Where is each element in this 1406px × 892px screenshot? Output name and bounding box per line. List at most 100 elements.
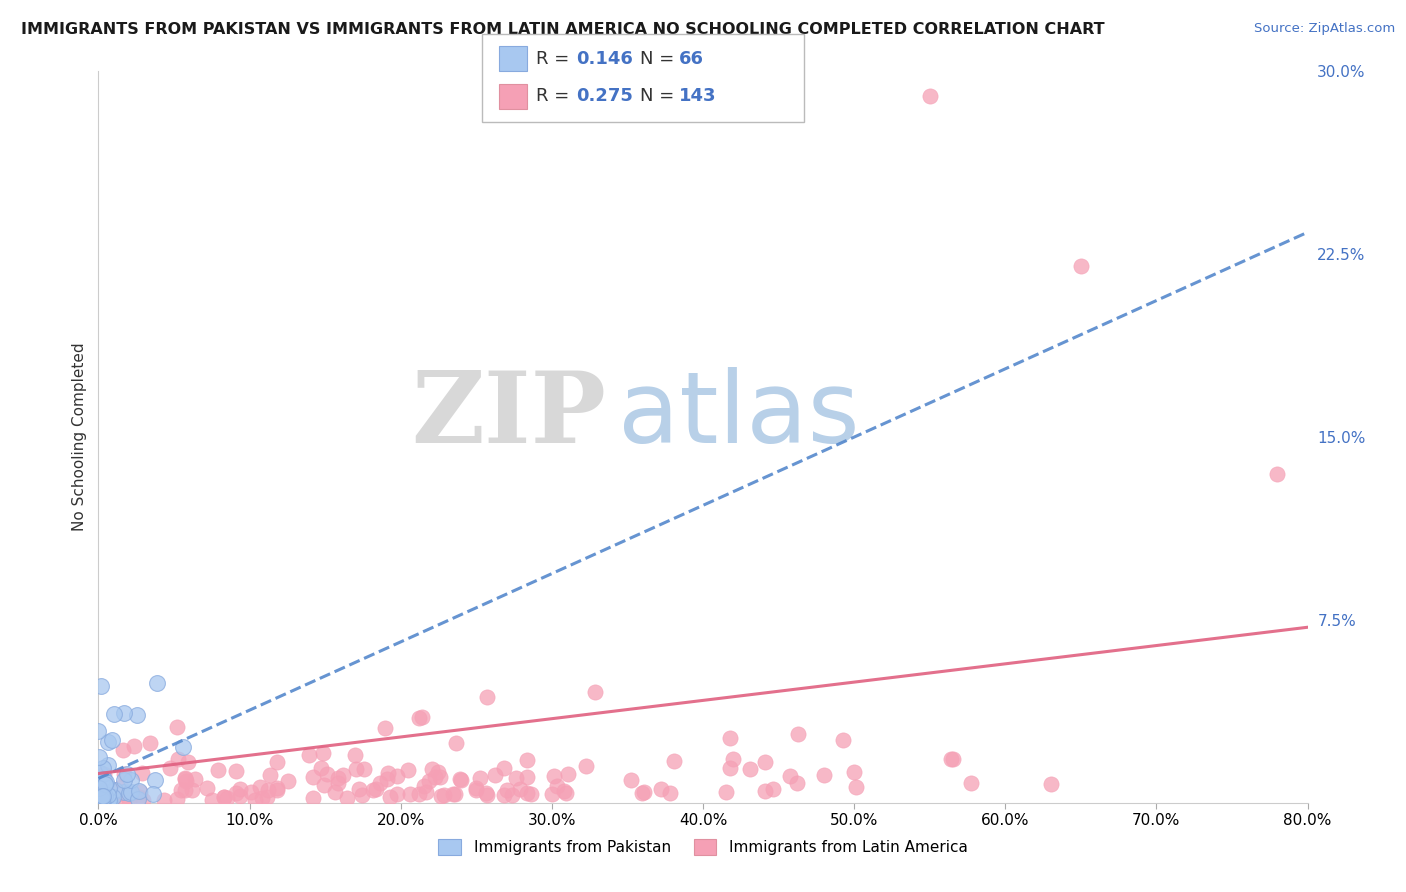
Text: Source: ZipAtlas.com: Source: ZipAtlas.com: [1254, 22, 1395, 36]
Point: [173, 783, 195, 797]
Point: [91, 791, 114, 805]
Point: [326, 771, 349, 785]
Point: [120, 772, 142, 787]
Point: [443, 788, 465, 802]
Point: [444, 736, 467, 750]
Point: [426, 765, 449, 780]
Point: [91, 772, 114, 786]
Point: [87, 793, 110, 807]
Point: [1267, 467, 1289, 481]
Point: [942, 752, 965, 766]
Point: [554, 786, 576, 800]
Point: [918, 88, 941, 103]
Point: [505, 771, 527, 785]
Point: [172, 739, 194, 754]
Point: [259, 768, 281, 782]
Point: [93, 792, 115, 806]
Point: [494, 762, 516, 776]
Point: [104, 793, 127, 807]
Point: [352, 788, 374, 802]
Point: [738, 762, 761, 776]
Point: [166, 720, 188, 734]
Point: [159, 760, 181, 774]
Point: [142, 787, 165, 801]
Point: [721, 752, 744, 766]
Point: [118, 793, 141, 807]
Point: [441, 787, 464, 801]
Point: [375, 772, 398, 786]
Point: [960, 776, 983, 790]
Point: [131, 765, 153, 780]
Point: [239, 785, 262, 799]
Point: [718, 761, 741, 775]
Point: [418, 773, 440, 788]
Point: [97, 781, 120, 796]
Point: [91, 789, 114, 804]
Point: [630, 786, 652, 800]
Text: 66: 66: [679, 50, 704, 68]
Point: [475, 788, 498, 802]
Point: [366, 781, 388, 796]
Point: [779, 769, 801, 783]
Point: [93, 777, 115, 791]
Point: [112, 785, 135, 799]
Point: [425, 771, 447, 785]
Point: [112, 706, 135, 720]
Point: [87, 788, 110, 802]
Point: [845, 780, 868, 795]
Point: [662, 754, 685, 768]
Point: [496, 782, 519, 797]
Legend: Immigrants from Pakistan, Immigrants from Latin America: Immigrants from Pakistan, Immigrants fro…: [432, 833, 974, 861]
Text: R =: R =: [536, 50, 575, 68]
Point: [212, 789, 235, 804]
Point: [465, 780, 488, 795]
Point: [87, 792, 110, 806]
Point: [97, 793, 120, 807]
Point: [87, 785, 110, 799]
Point: [494, 788, 516, 802]
Point: [475, 786, 498, 800]
Text: 0.275: 0.275: [576, 87, 633, 105]
Point: [249, 780, 271, 795]
Point: [256, 789, 278, 804]
Point: [464, 782, 486, 797]
Point: [125, 707, 148, 722]
Point: [277, 774, 299, 789]
Point: [90, 791, 112, 805]
Point: [575, 759, 598, 773]
Text: 143: 143: [679, 87, 717, 105]
Point: [939, 752, 962, 766]
Point: [484, 768, 506, 782]
Point: [115, 766, 138, 780]
Point: [87, 780, 110, 795]
Point: [387, 787, 409, 801]
Point: [128, 790, 150, 805]
Point: [754, 755, 776, 769]
Point: [152, 793, 174, 807]
Point: [323, 785, 346, 799]
Point: [343, 748, 366, 763]
Point: [89, 793, 111, 807]
Point: [650, 782, 672, 797]
Point: [91, 761, 114, 775]
Point: [176, 773, 198, 788]
Point: [309, 761, 332, 775]
Point: [633, 785, 655, 799]
Point: [195, 781, 218, 796]
Point: [420, 762, 443, 776]
Point: [201, 793, 224, 807]
Point: [335, 791, 357, 805]
Point: [256, 782, 278, 797]
Point: [509, 782, 531, 797]
Point: [93, 793, 115, 807]
Point: [91, 772, 114, 786]
Point: [97, 788, 120, 802]
Point: [177, 756, 200, 770]
Point: [266, 781, 288, 796]
Point: [129, 785, 152, 799]
Point: [316, 767, 339, 781]
Point: [501, 789, 523, 803]
Point: [143, 772, 166, 787]
Point: [347, 781, 370, 796]
Point: [87, 789, 110, 804]
